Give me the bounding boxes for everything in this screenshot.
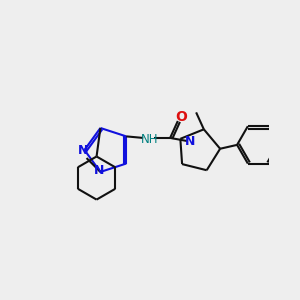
Text: O: O <box>175 110 187 124</box>
Text: N: N <box>78 144 88 157</box>
Text: N: N <box>94 164 104 177</box>
Text: NH: NH <box>141 133 158 146</box>
Text: N: N <box>185 134 195 148</box>
